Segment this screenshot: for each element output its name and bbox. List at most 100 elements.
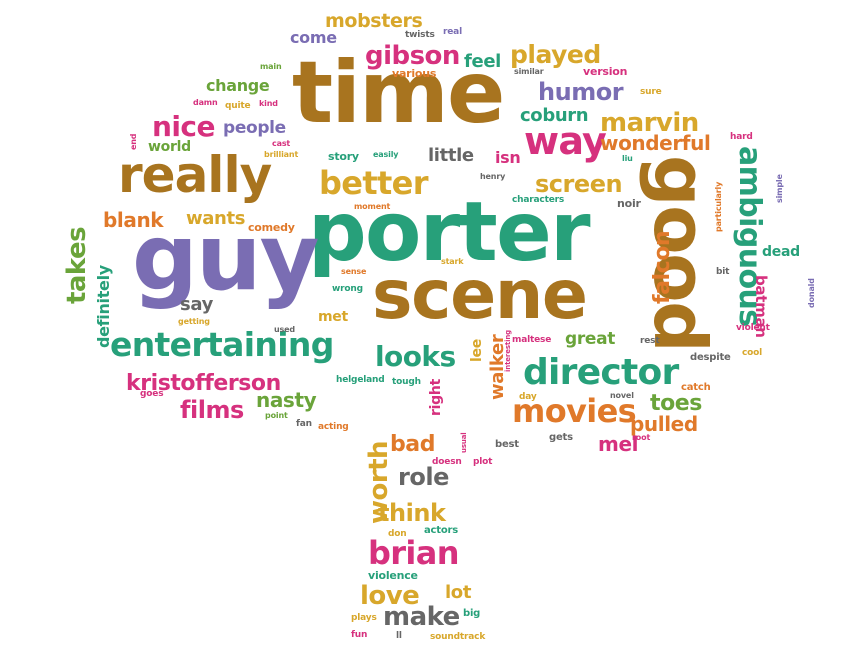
word-mobsters: mobsters — [325, 10, 423, 32]
word-acting: acting — [318, 422, 349, 432]
word-point: point — [265, 411, 288, 420]
word-big: big — [463, 608, 481, 619]
word-usual: usual — [460, 432, 468, 453]
word-noir: noir — [617, 197, 641, 210]
word-isn: isn — [495, 148, 521, 167]
word-dead: dead — [762, 244, 800, 260]
word-definitely: definitely — [94, 265, 113, 348]
word-lee: lee — [469, 339, 485, 362]
word-rest: rest — [640, 336, 660, 346]
word-wonderful: wonderful — [600, 131, 711, 155]
word-guy: guy — [132, 204, 320, 311]
word-damn: damn — [193, 98, 218, 107]
word-people: people — [223, 118, 286, 138]
word-better: better — [319, 164, 428, 202]
word-films: films — [180, 396, 244, 424]
word-met: met — [318, 309, 348, 325]
word-doesn: doesn — [432, 457, 462, 467]
word-say: say — [180, 294, 213, 315]
word-best: best — [495, 439, 519, 450]
word-world: world — [148, 139, 191, 155]
word-simple: simple — [775, 174, 784, 203]
word-easily: easily — [373, 150, 399, 159]
word-similar: similar — [514, 67, 544, 76]
word-change: change — [206, 76, 270, 95]
word-version: version — [583, 65, 628, 78]
word-donald: donald — [807, 278, 816, 308]
word-gibson: gibson — [365, 41, 460, 71]
word-lot: lot — [445, 582, 472, 603]
word-helgeland: helgeland — [336, 375, 385, 385]
word-comedy: comedy — [248, 221, 295, 234]
word-liu: liu — [622, 154, 633, 163]
word-sure: sure — [640, 87, 662, 97]
word-really: really — [118, 146, 272, 204]
word-kristofferson: kristofferson — [126, 371, 281, 396]
word-henry: henry — [480, 172, 506, 181]
word-novel: novel — [610, 391, 634, 400]
word-main: main — [260, 62, 282, 71]
word-plot: plot — [473, 457, 493, 467]
word-goes: goes — [140, 389, 164, 399]
word-maltese: maltese — [512, 335, 552, 345]
word-entertaining: entertaining — [110, 325, 334, 364]
word-bit: bit — [716, 267, 730, 277]
word-kind: kind — [259, 99, 278, 108]
word-scene: scene — [372, 256, 588, 335]
word-twists: twists — [405, 30, 435, 40]
word-great: great — [565, 329, 615, 349]
word-come: come — [290, 28, 337, 47]
word-characters: characters — [512, 195, 565, 205]
word-takes: takes — [62, 226, 92, 304]
word-particularly: particularly — [714, 181, 723, 232]
word-falcon: falcon — [650, 230, 675, 304]
word-little: little — [428, 145, 474, 166]
word-make: make — [383, 602, 460, 632]
word-way: way — [524, 119, 607, 163]
word-fan: fan — [296, 419, 312, 429]
word-day: day — [519, 392, 537, 402]
word-looks: looks — [375, 340, 456, 373]
word-various: various — [392, 67, 437, 80]
word-fun: fun — [351, 630, 368, 640]
word-feel: feel — [464, 51, 501, 72]
word-cast: cast — [272, 139, 291, 148]
word-wrong: wrong — [332, 284, 363, 294]
word-director: director — [523, 352, 679, 393]
word-movies: movies — [512, 392, 637, 430]
word-sense: sense — [341, 267, 367, 276]
word-bad: bad — [390, 432, 436, 457]
word-getting: getting — [178, 317, 210, 326]
word-right: right — [428, 379, 444, 416]
word-think: think — [378, 499, 446, 527]
word-end: end — [129, 133, 138, 150]
word-interesting: interesting — [504, 329, 512, 372]
word-wants: wants — [186, 208, 246, 229]
word-catch: catch — [681, 382, 711, 393]
word-cool: cool — [742, 348, 763, 358]
word-gets: gets — [549, 432, 573, 443]
word-violent: violent — [736, 323, 770, 333]
word-quite: quite — [225, 101, 251, 111]
word-role: role — [398, 463, 449, 491]
word-pulled: pulled — [630, 412, 698, 436]
word-love: love — [360, 581, 420, 611]
word-don: don — [388, 529, 407, 539]
word-time: time — [292, 43, 505, 143]
word-blank: blank — [103, 208, 164, 232]
word-tough: tough — [392, 377, 421, 387]
word-toes: toes — [650, 391, 702, 416]
word-brian: brian — [368, 534, 459, 572]
word-humor: humor — [538, 78, 624, 106]
word-nice: nice — [152, 110, 215, 143]
word-brilliant: brilliant — [264, 150, 299, 159]
word-story: story — [328, 150, 359, 163]
word-coburn: coburn — [520, 105, 589, 126]
word-moment: moment — [354, 202, 391, 211]
word-ll: ll — [396, 631, 402, 641]
word-soundtrack: soundtrack — [430, 632, 486, 642]
word-root: root — [632, 433, 651, 442]
word-hard: hard — [730, 132, 753, 142]
word-porter: porter — [308, 185, 591, 280]
